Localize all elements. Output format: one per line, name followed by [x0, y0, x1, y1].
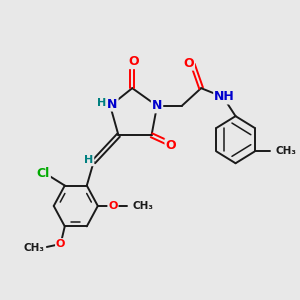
- Text: O: O: [183, 57, 194, 70]
- Text: CH₃: CH₃: [23, 243, 44, 254]
- Text: O: O: [128, 55, 139, 68]
- Text: N: N: [107, 98, 118, 111]
- Text: O: O: [166, 139, 176, 152]
- Text: O: O: [108, 201, 118, 211]
- Text: H: H: [84, 155, 93, 165]
- Text: Cl: Cl: [37, 167, 50, 180]
- Text: NH: NH: [214, 91, 235, 103]
- Text: N: N: [152, 99, 162, 112]
- Text: O: O: [56, 239, 65, 249]
- Text: CH₃: CH₃: [132, 201, 153, 211]
- Text: H: H: [97, 98, 106, 108]
- Text: CH₃: CH₃: [276, 146, 297, 157]
